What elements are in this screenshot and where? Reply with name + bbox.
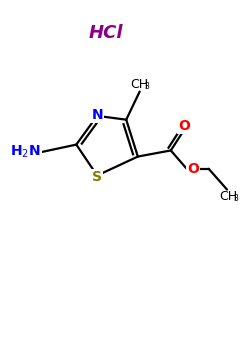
Text: $_3$: $_3$ — [233, 193, 239, 205]
Text: N: N — [91, 108, 103, 122]
Text: $_3$: $_3$ — [144, 81, 151, 93]
Text: O: O — [178, 119, 190, 133]
Text: CH: CH — [219, 190, 237, 203]
Text: HCl: HCl — [88, 25, 123, 42]
Text: S: S — [92, 170, 102, 184]
Text: H$_2$N: H$_2$N — [10, 144, 41, 160]
Text: CH: CH — [130, 78, 149, 91]
Text: O: O — [187, 162, 199, 176]
